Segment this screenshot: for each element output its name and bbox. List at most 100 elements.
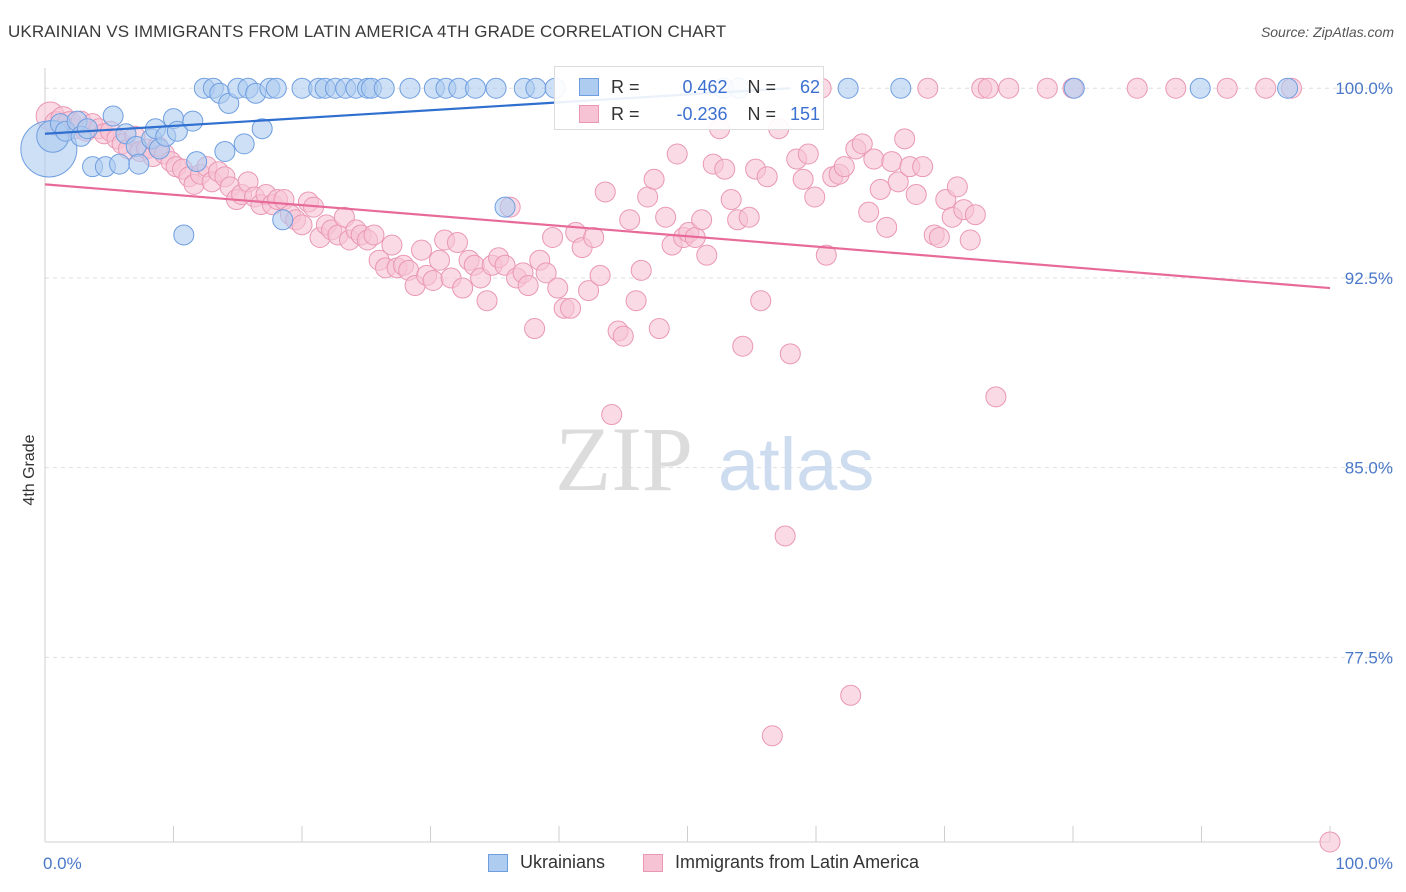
data-point	[525, 77, 547, 99]
source-label: Source: ZipAtlas.com	[1260, 24, 1394, 40]
correlation-legend: R = 0.462 N = 62 R = -0.236 N = 151	[554, 66, 824, 130]
data-point	[476, 290, 498, 312]
data-point	[594, 181, 616, 203]
data-point	[464, 77, 486, 99]
data-point	[272, 209, 294, 231]
x-tick-labels: 0.0% 100.0%	[43, 854, 1393, 873]
data-point	[928, 226, 950, 248]
watermark-zip: ZIP	[555, 408, 693, 510]
y-tick-label: 85.0%	[1345, 459, 1393, 478]
data-point	[612, 325, 634, 347]
data-point	[1165, 77, 1187, 99]
data-point	[858, 201, 880, 223]
x-tick-label: 0.0%	[43, 854, 82, 873]
legend-row-ukrainians: R = 0.462 N = 62	[579, 75, 820, 99]
data-point	[779, 343, 801, 365]
data-point	[881, 151, 903, 173]
data-point	[1189, 77, 1211, 99]
data-point	[833, 156, 855, 178]
data-point	[998, 77, 1020, 99]
data-point	[560, 297, 582, 319]
data-point	[363, 224, 385, 246]
series-ukrainians-points	[20, 77, 1299, 246]
data-point	[761, 725, 783, 747]
data-point	[1126, 77, 1148, 99]
data-point	[1255, 77, 1277, 99]
legend-item-ukrainians: Ukrainians	[488, 852, 605, 873]
data-point	[1063, 77, 1085, 99]
data-point	[912, 156, 934, 178]
data-point	[792, 168, 814, 190]
data-point	[583, 226, 605, 248]
data-point	[547, 277, 569, 299]
data-point	[589, 264, 611, 286]
trend-line-latin-america	[44, 183, 1331, 290]
data-point	[774, 525, 796, 547]
data-point	[214, 140, 236, 162]
data-point	[738, 206, 760, 228]
y-tick-labels: 100.0% 92.5% 85.0% 77.5%	[1335, 79, 1393, 667]
series-legend: Ukrainians Immigrants from Latin America	[0, 852, 1406, 878]
data-point	[869, 178, 891, 200]
legend-swatch-pink	[579, 105, 599, 123]
data-point	[946, 176, 968, 198]
data-point	[524, 318, 546, 340]
data-point	[648, 318, 670, 340]
data-point	[102, 105, 124, 127]
watermark: ZIP atlas	[555, 408, 874, 510]
data-point	[625, 290, 647, 312]
data-point	[76, 118, 98, 140]
legend-swatch-blue	[579, 78, 599, 96]
data-point	[863, 148, 885, 170]
data-point	[186, 151, 208, 173]
data-point	[714, 158, 736, 180]
data-point	[837, 77, 859, 99]
data-point	[750, 290, 772, 312]
data-point	[578, 280, 600, 302]
data-point	[643, 168, 665, 190]
data-point	[1216, 77, 1238, 99]
data-point	[840, 684, 862, 706]
legend-r-value: 0.462	[682, 76, 728, 97]
legend-r-label: R =	[611, 76, 640, 97]
data-point	[517, 275, 539, 297]
x-tick-label: 100.0%	[1335, 854, 1393, 873]
data-point	[109, 153, 131, 175]
legend-swatch-pink	[643, 853, 663, 872]
legend-label: Immigrants from Latin America	[675, 852, 920, 872]
data-point	[655, 206, 677, 228]
data-point	[619, 209, 641, 231]
data-point	[917, 77, 939, 99]
legend-label: Ukrainians	[520, 852, 606, 872]
data-point	[381, 234, 403, 256]
data-point	[797, 143, 819, 165]
data-point	[964, 204, 986, 226]
data-point	[422, 269, 444, 291]
data-point	[732, 335, 754, 357]
data-point	[1319, 831, 1341, 853]
legend-r-label: R =	[611, 103, 640, 124]
data-point	[1277, 77, 1299, 99]
data-point	[905, 183, 927, 205]
data-point	[959, 229, 981, 251]
legend-r-value: -0.236	[676, 103, 728, 124]
legend-row-latin-america: R = -0.236 N = 151	[579, 102, 820, 126]
y-tick-label: 92.5%	[1345, 269, 1393, 288]
data-point	[851, 133, 873, 155]
data-point	[985, 386, 1007, 408]
data-point	[399, 77, 421, 99]
data-point	[428, 249, 450, 271]
data-point	[696, 244, 718, 266]
legend-n-value: 62	[800, 76, 821, 97]
y-axis-label: 4th Grade	[21, 434, 38, 505]
data-point	[452, 277, 474, 299]
data-point	[373, 77, 395, 99]
data-point	[485, 77, 507, 99]
y-tick-label: 100.0%	[1335, 79, 1393, 98]
chart-title: UKRAINIAN VS IMMIGRANTS FROM LATIN AMERI…	[8, 22, 727, 41]
data-point	[894, 128, 916, 150]
data-point	[251, 118, 273, 140]
data-point	[691, 209, 713, 231]
data-point	[494, 196, 516, 218]
